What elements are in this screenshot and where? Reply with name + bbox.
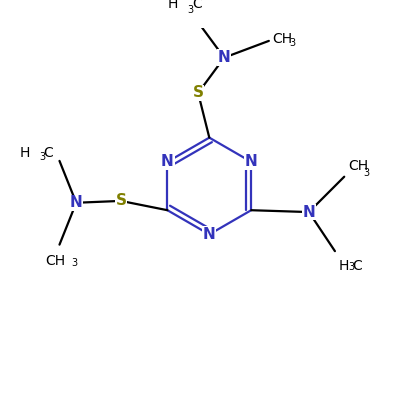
Text: 3: 3 [72,258,78,268]
Text: 3: 3 [187,5,193,15]
Text: 3: 3 [348,262,354,272]
Text: S: S [115,194,126,208]
Text: 3: 3 [364,168,370,178]
Text: N: N [203,227,216,242]
Text: C: C [353,258,362,272]
Text: CH: CH [348,159,368,173]
Text: N: N [70,195,83,210]
Text: C: C [44,146,54,160]
Text: CH: CH [272,32,293,46]
Text: CH: CH [46,254,66,268]
Text: 3: 3 [289,38,296,48]
Text: 3: 3 [39,152,45,162]
Text: H: H [19,146,30,160]
Text: H: H [167,0,178,11]
Text: N: N [245,154,258,169]
Text: S: S [193,86,204,100]
Text: H: H [339,258,349,272]
Text: N: N [218,50,230,65]
Text: N: N [302,204,315,220]
Text: N: N [161,154,174,169]
Text: C: C [192,0,202,11]
